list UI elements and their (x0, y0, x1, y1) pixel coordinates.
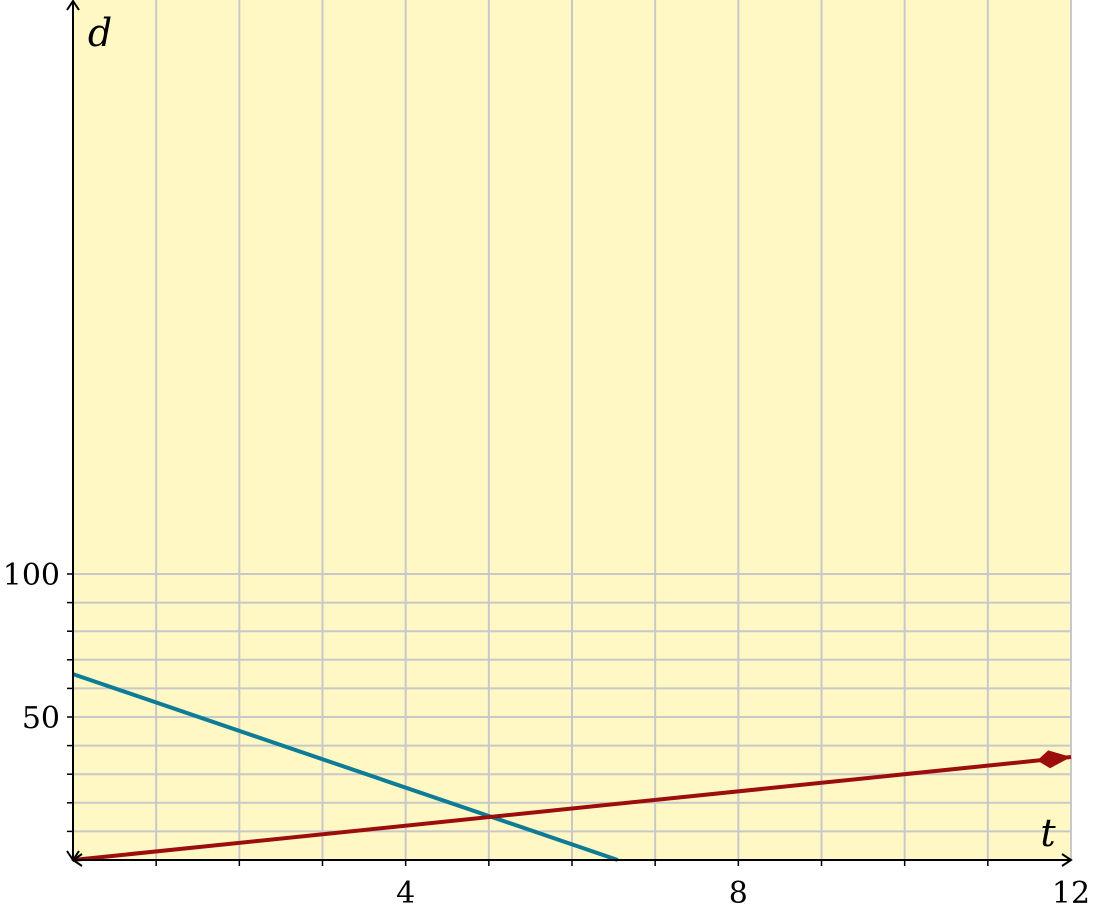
grid (73, 0, 1072, 860)
y-axis-arrow-down (66, 850, 80, 862)
series-arrowhead-2 (1037, 750, 1071, 769)
y-tick-label: 100 (3, 558, 60, 593)
x-axis-arrow-right (1061, 853, 1073, 867)
x-tick-label: 12 (1052, 876, 1090, 911)
y-tick-label: 50 (22, 701, 60, 736)
x-axis-label: t (1040, 811, 1056, 855)
y-axis-label: d (88, 11, 112, 55)
x-tick-label: 4 (396, 876, 415, 911)
series-line-1 (72, 672, 619, 862)
series-lines (72, 672, 1072, 862)
arrowhead-shape (1037, 750, 1071, 769)
y-axis-arrow-up (66, 0, 80, 11)
x-tick-label: 8 (729, 876, 748, 911)
ticks: 4 8 12 50 100 (3, 558, 1090, 911)
series-line-2 (72, 755, 1072, 862)
